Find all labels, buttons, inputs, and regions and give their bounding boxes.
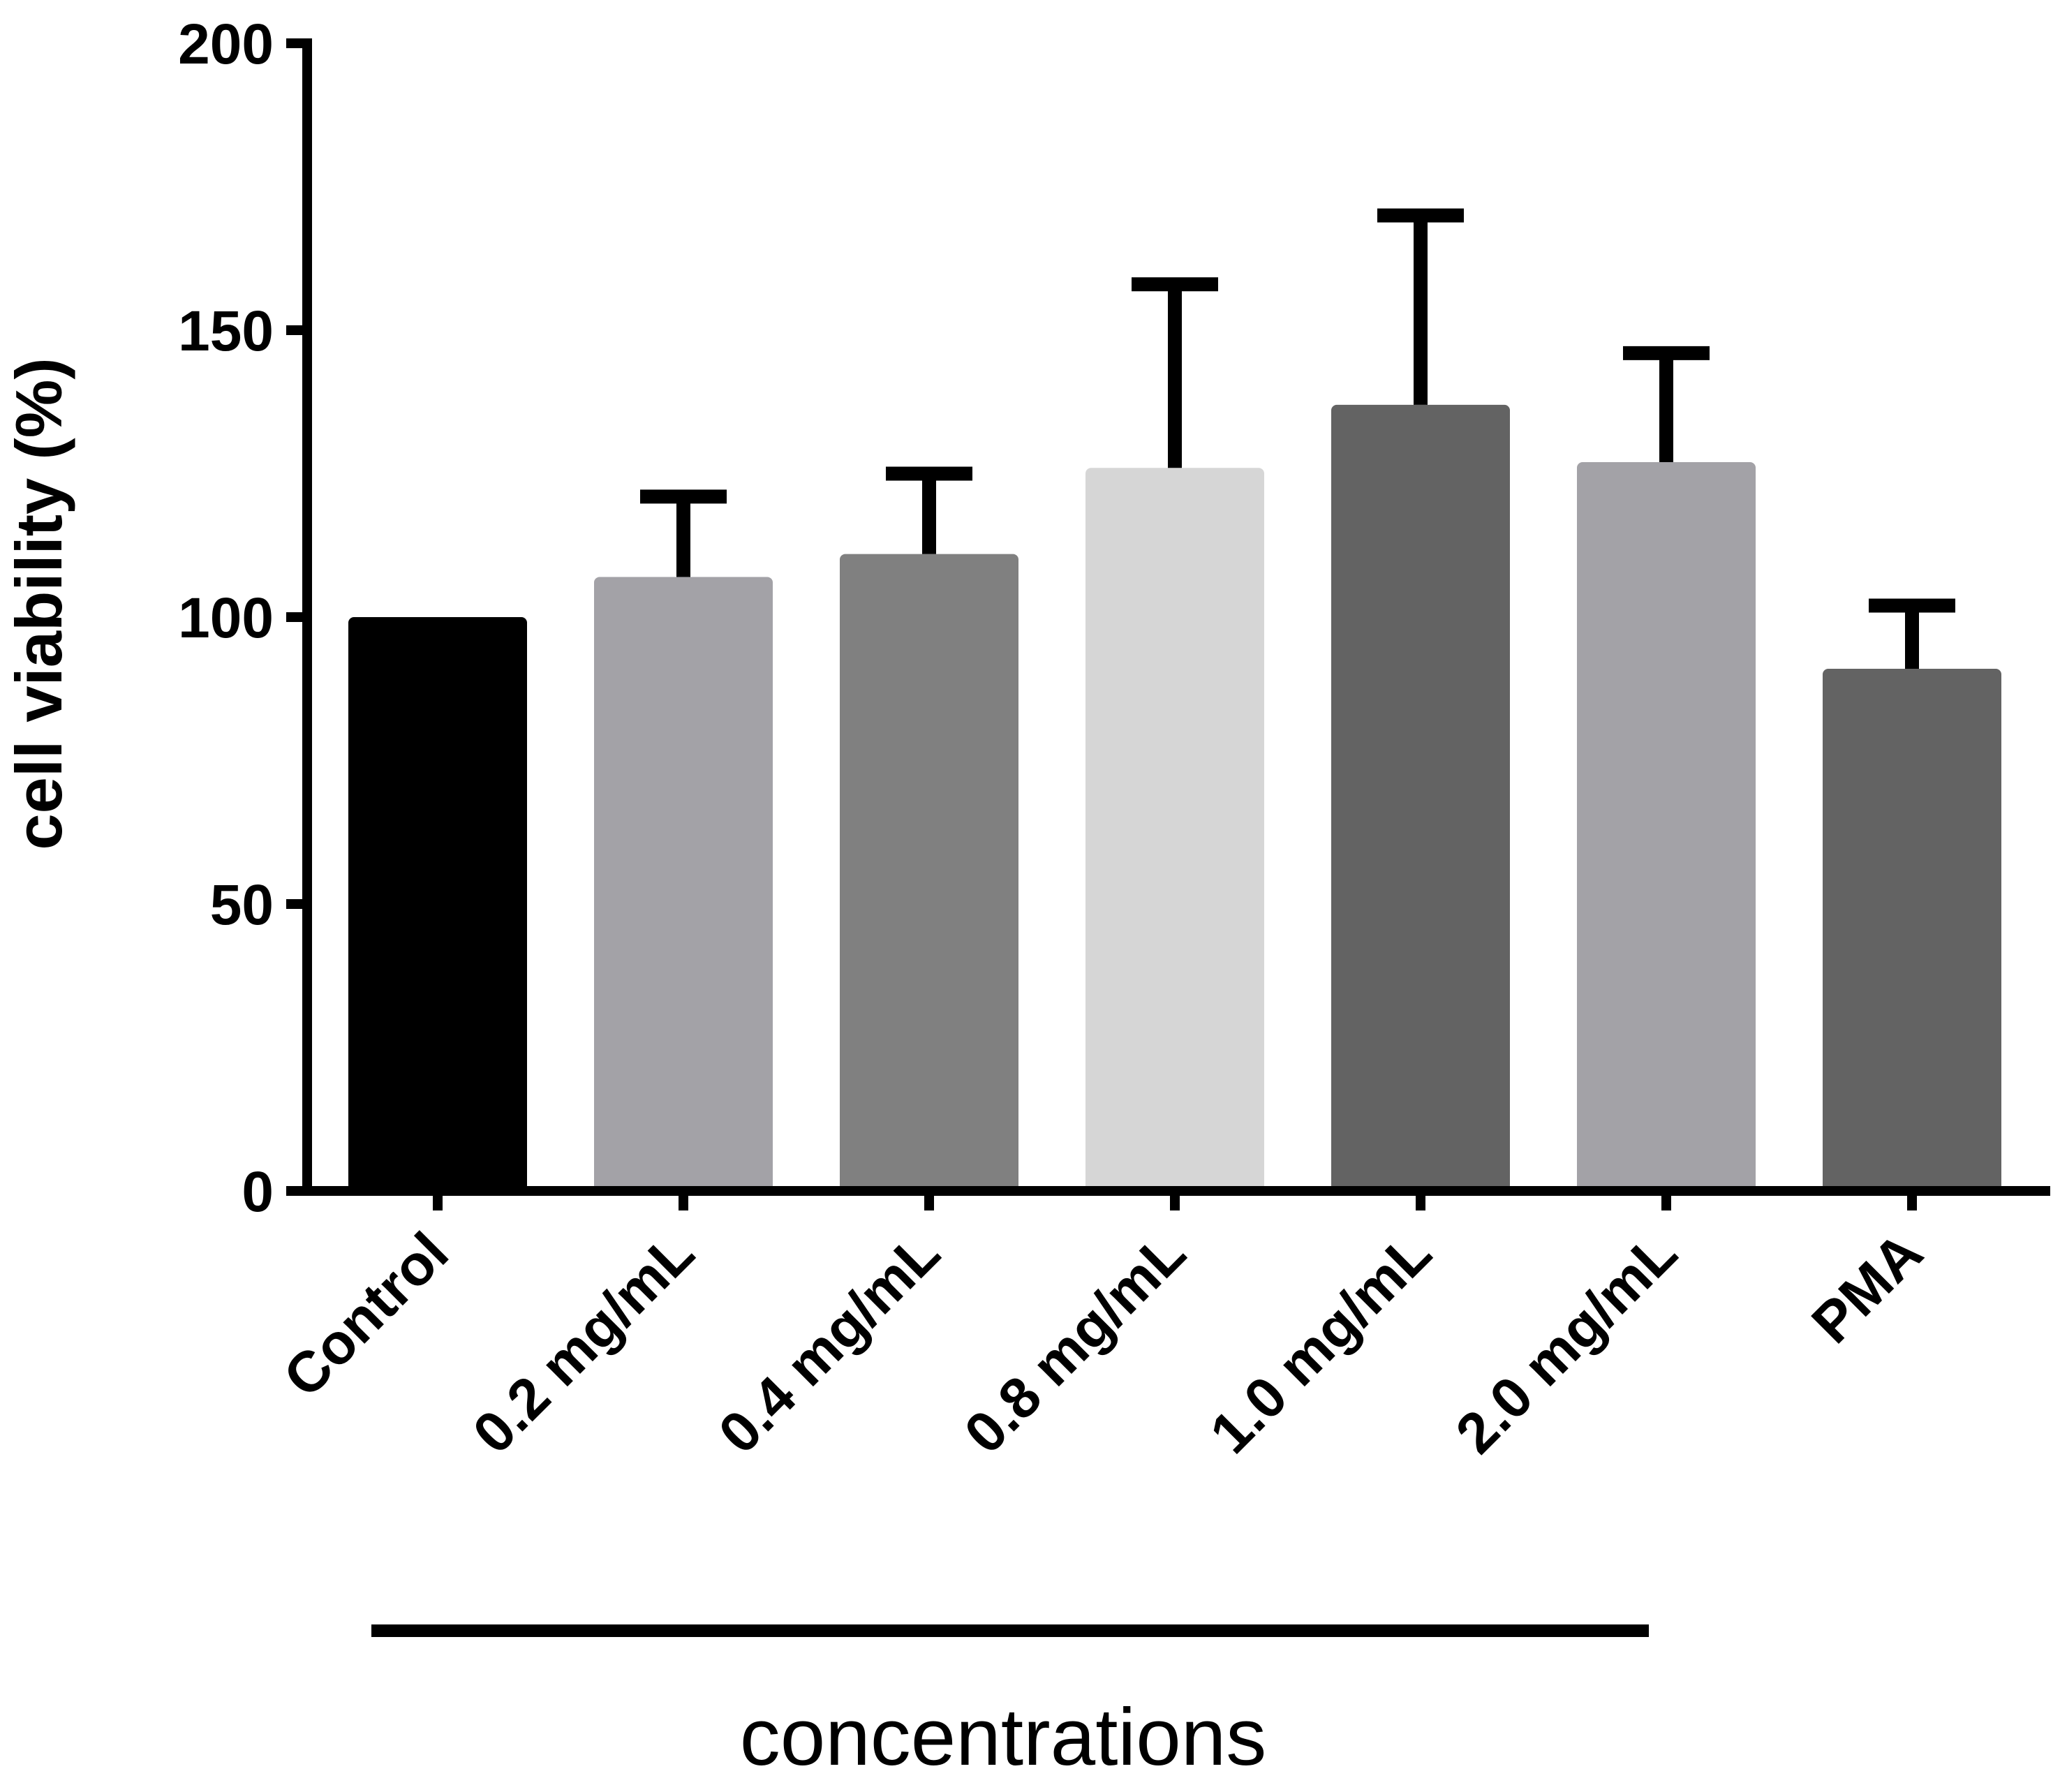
y-axis-title: cell viability (%) [2, 357, 75, 850]
bar-4 [1331, 404, 1510, 1191]
y-ticks: 0 50 100 150 200 [178, 13, 307, 1224]
y-tick-label: 150 [178, 299, 274, 363]
x-tick-label: 2.0 mg/mL [1444, 1220, 1689, 1465]
x-tick-label: 0.4 mg/mL [707, 1220, 952, 1465]
y-tick-label: 200 [178, 13, 274, 76]
bar-2 [840, 554, 1018, 1191]
bar-3 [1085, 468, 1264, 1191]
x-tick-label: 0.8 mg/mL [953, 1220, 1198, 1465]
bar-5 [1577, 462, 1756, 1191]
bar-6 [1823, 668, 2001, 1191]
bars [348, 404, 2001, 1191]
bar-0 [348, 617, 527, 1191]
error-bars [640, 208, 1955, 669]
group-bracket-label: concentrations [740, 1691, 1266, 1782]
y-tick-label: 0 [242, 1160, 274, 1224]
x-tick-label: 1.0 mg/mL [1199, 1220, 1444, 1465]
x-ticks: Control 0.2 mg/mL 0.4 mg/mL 0.8 mg/mL 1.0 mg… [272, 1191, 1935, 1466]
y-tick-label: 50 [210, 873, 274, 937]
x-tick-label: Control [272, 1220, 460, 1409]
bar-1 [594, 577, 773, 1191]
x-tick-label: PMA [1800, 1220, 1935, 1355]
y-tick-label: 100 [178, 586, 274, 650]
x-tick-label: 0.2 mg/mL [461, 1220, 706, 1465]
